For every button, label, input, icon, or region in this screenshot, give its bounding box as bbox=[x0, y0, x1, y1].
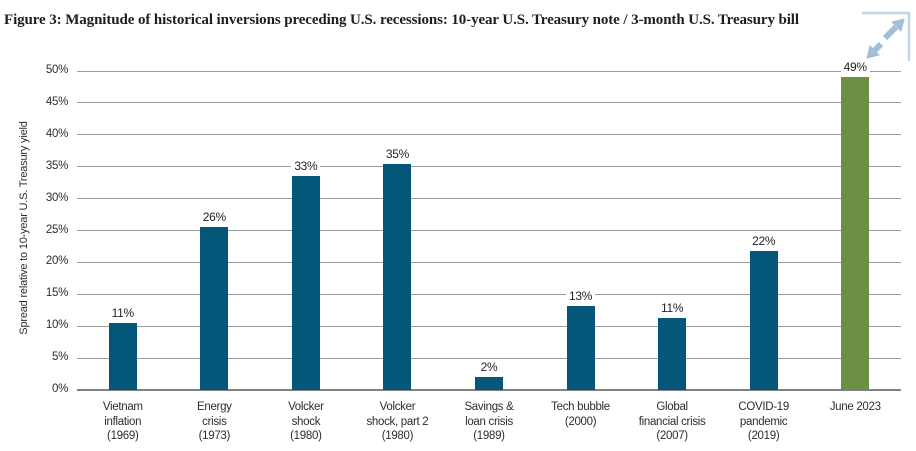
bar bbox=[841, 76, 870, 390]
y-tick-label: 35% bbox=[45, 159, 68, 172]
y-tick-label: 15% bbox=[45, 287, 68, 300]
gridline bbox=[77, 166, 901, 168]
bar-value-label: 11% bbox=[642, 300, 702, 315]
gridline bbox=[77, 261, 901, 263]
x-tick-label: Tech bubble (2000) bbox=[551, 401, 610, 428]
gridline bbox=[77, 325, 901, 327]
bar-value-label: 26% bbox=[184, 210, 244, 225]
bar bbox=[566, 305, 595, 390]
x-tick-label: Savings & loan crisis (1989) bbox=[464, 401, 514, 442]
bar bbox=[383, 164, 412, 390]
bar-value-label: 33% bbox=[276, 159, 336, 174]
expand-button[interactable] bbox=[861, 11, 911, 65]
bar bbox=[291, 176, 320, 390]
y-tick-label: 50% bbox=[45, 64, 68, 76]
bar bbox=[200, 227, 229, 390]
gridline bbox=[77, 230, 901, 231]
bar bbox=[475, 377, 503, 390]
x-tick-label: Vietnam inflation (1969) bbox=[102, 401, 143, 442]
y-tick-label: 0% bbox=[51, 383, 68, 395]
gridline bbox=[77, 198, 901, 200]
x-tick-label: COVID-19 pandemic (2019) bbox=[738, 401, 789, 442]
expand-arrows-icon bbox=[862, 11, 911, 61]
x-tick-label: Volcker shock, part 2 (1980) bbox=[366, 401, 429, 442]
gridline bbox=[77, 357, 901, 359]
gridline bbox=[77, 70, 901, 72]
figure-title: Figure 3: Magnitude of historical invers… bbox=[4, 12, 799, 28]
x-axis-line bbox=[77, 389, 901, 391]
x-tick-label: Energy crisis (1973) bbox=[197, 401, 232, 442]
y-tick-label: 30% bbox=[45, 191, 68, 204]
bar bbox=[749, 250, 778, 390]
y-tick-label: 45% bbox=[45, 95, 68, 108]
bar bbox=[108, 323, 137, 390]
gridline bbox=[77, 134, 901, 136]
x-tick-label: Global financial crisis (2007) bbox=[638, 401, 706, 442]
y-tick-label: 40% bbox=[45, 127, 68, 140]
x-tick-label: Volcker shock (1980) bbox=[288, 401, 324, 442]
x-tick-label: June 2023 bbox=[829, 401, 881, 413]
bar bbox=[658, 317, 687, 390]
gridline bbox=[77, 293, 901, 295]
bar-value-label: 22% bbox=[734, 233, 794, 248]
y-tick-label: 10% bbox=[45, 319, 68, 332]
gridline bbox=[77, 102, 901, 104]
y-tick-label: 5% bbox=[51, 351, 68, 364]
bar-value-label: 49% bbox=[825, 59, 885, 74]
plot-area: 0% 5% 10% 15% 20% 25% 30% 35% 40% 45% 50% 11% Vietna… bbox=[46, 59, 901, 442]
bar-value-label: 13% bbox=[551, 288, 611, 303]
bar-value-label: 11% bbox=[93, 306, 153, 321]
bar-value-label: 35% bbox=[367, 147, 427, 162]
y-tick-label: 25% bbox=[45, 223, 68, 236]
bar-value-label: 2% bbox=[459, 360, 519, 375]
y-tick-label: 20% bbox=[45, 255, 68, 268]
